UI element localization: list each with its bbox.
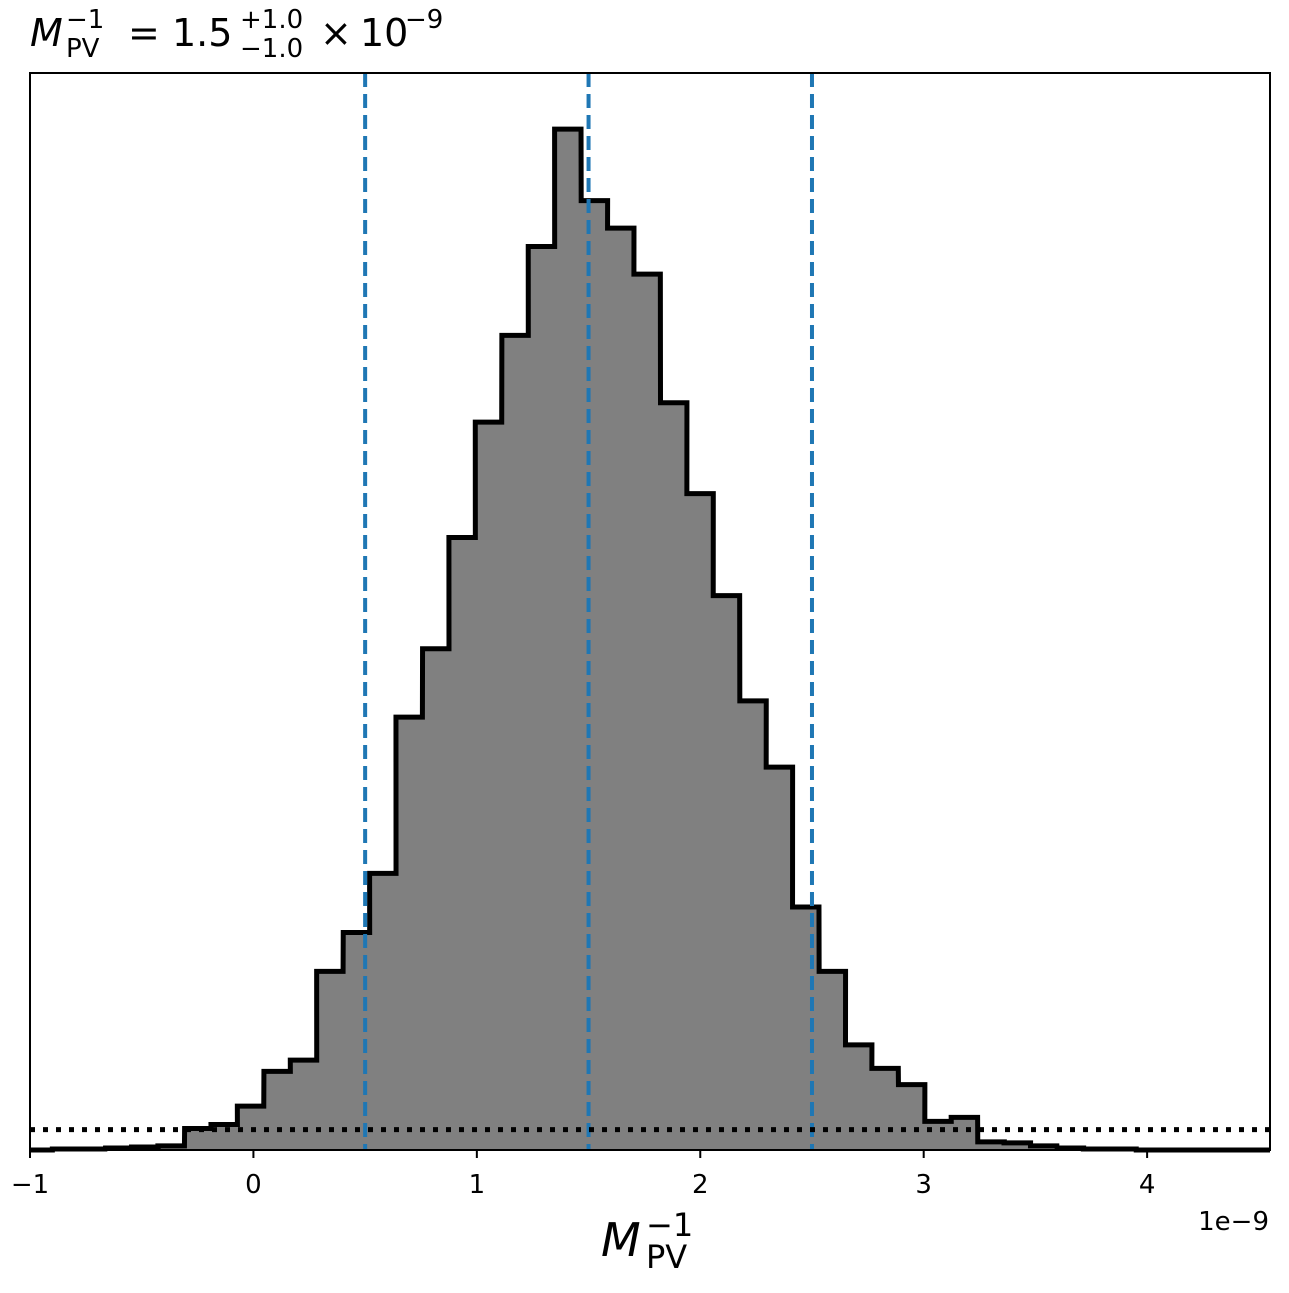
histogram-bar [290,1060,318,1150]
histogram-bar [977,1141,1005,1150]
histogram-bar [739,700,767,1150]
x-axis-ticks: −1 0 1 2 3 4 [11,1150,1156,1200]
title-equals: = [128,11,160,55]
x-tick-label: 4 [1139,1170,1156,1200]
histogram-bar [1004,1142,1032,1150]
histogram-bar [924,1121,952,1150]
title-base: 10 [360,11,408,55]
histogram-bar [263,1071,291,1150]
histogram-bar [581,200,609,1150]
x-tick-label: 2 [692,1170,709,1200]
title-symbol: M [30,11,63,55]
x-axis-offset-label: 1e−9 [1198,1207,1269,1237]
title-sub: PV [66,34,100,64]
histogram-bar [871,1068,899,1150]
histogram-bar [316,971,344,1150]
histogram-bar [686,493,714,1151]
histogram-bar [766,767,794,1150]
plot-frame [29,72,1271,1151]
histogram-bar [369,873,397,1150]
chart-title: M −1 PV = 1.5 +1.0 −1.0 × 10 −9 [30,5,443,64]
x-tick-label: 1 [469,1170,486,1200]
histogram-bar [554,129,582,1151]
title-value: 1.5 [172,11,232,55]
title-exponent: −9 [405,5,443,35]
title-upper-error: +1.0 [240,5,303,35]
histogram-bar [898,1084,926,1150]
histogram-bar [528,246,556,1150]
xlabel-symbol: M [601,1213,641,1267]
x-tick-label: 3 [915,1170,932,1200]
xlabel-sub: PV [646,1238,687,1276]
xlabel-sup: −1 [646,1206,693,1244]
x-axis-label: M −1 PV [601,1206,693,1276]
histogram-bars [52,129,1137,1151]
x-tick-label: −1 [11,1170,49,1200]
histogram-bar [951,1117,979,1150]
histogram-bar [448,537,476,1150]
title-times: × [320,11,352,55]
histogram-bar [395,717,423,1150]
histogram-bar [475,422,503,1151]
histogram-bar [792,907,820,1150]
title-lower-error: −1.0 [240,34,303,64]
histogram-bar [819,971,847,1150]
histogram-outline [30,126,1270,1153]
histogram-bar [607,228,635,1150]
quantile-lines [363,73,814,1150]
histogram-bar [501,335,529,1150]
histogram-bar [422,648,450,1150]
histogram-bar [845,1044,873,1150]
histogram-bar [184,1128,212,1150]
histogram-bar [713,595,741,1150]
title-sup: −1 [66,5,104,35]
histogram-bar [660,402,688,1150]
x-tick-label: 0 [245,1170,262,1200]
histogram-bar [633,274,661,1151]
